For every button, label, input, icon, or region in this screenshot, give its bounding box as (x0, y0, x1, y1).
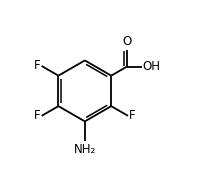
Text: OH: OH (143, 60, 161, 73)
Text: O: O (122, 35, 131, 48)
Text: F: F (129, 109, 136, 122)
Text: NH₂: NH₂ (74, 143, 96, 156)
Text: F: F (34, 59, 41, 73)
Text: F: F (34, 109, 41, 122)
